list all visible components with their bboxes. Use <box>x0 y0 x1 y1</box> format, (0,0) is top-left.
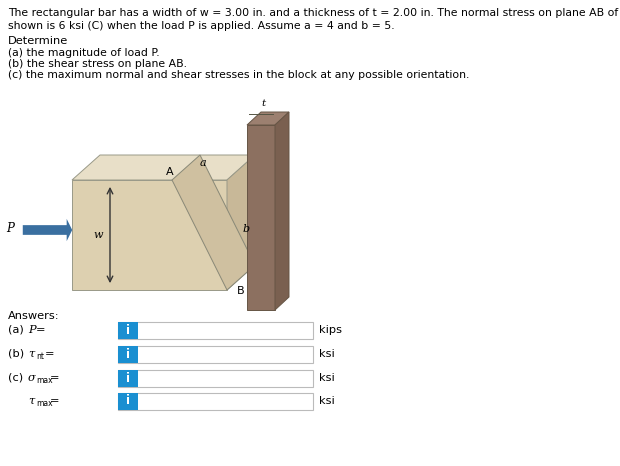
Text: A: A <box>166 167 174 177</box>
Text: P: P <box>28 325 35 335</box>
Text: (b): (b) <box>8 349 24 359</box>
Bar <box>118 345 313 363</box>
Polygon shape <box>247 125 275 310</box>
Polygon shape <box>227 155 255 290</box>
Text: =: = <box>45 349 55 359</box>
Text: kips: kips <box>319 325 342 335</box>
Text: Determine: Determine <box>8 36 68 46</box>
Text: w: w <box>94 230 103 240</box>
Text: (a) the magnitude of load P.: (a) the magnitude of load P. <box>8 48 159 58</box>
Text: i: i <box>126 323 130 336</box>
Text: ksi: ksi <box>319 373 335 383</box>
Text: (b) the shear stress on plane AB.: (b) the shear stress on plane AB. <box>8 59 187 69</box>
Bar <box>118 370 313 386</box>
Text: The rectangular bar has a width of w = 3.00 in. and a thickness of t = 2.00 in. : The rectangular bar has a width of w = 3… <box>8 8 620 18</box>
Text: i: i <box>126 371 130 384</box>
Polygon shape <box>275 112 289 310</box>
Bar <box>118 392 138 410</box>
Text: τ: τ <box>28 349 34 359</box>
Polygon shape <box>172 155 255 290</box>
Text: =: = <box>50 396 59 406</box>
Text: =: = <box>36 325 45 335</box>
Text: i: i <box>126 348 130 361</box>
Text: (a): (a) <box>8 325 24 335</box>
Text: max: max <box>36 376 53 385</box>
Bar <box>118 392 313 410</box>
Text: P: P <box>6 221 14 234</box>
Text: =: = <box>50 373 59 383</box>
Text: B: B <box>237 286 245 296</box>
Text: τ: τ <box>28 396 34 406</box>
Bar <box>118 370 138 386</box>
Bar <box>118 345 138 363</box>
Polygon shape <box>247 112 289 125</box>
Text: ksi: ksi <box>319 396 335 406</box>
Text: a: a <box>200 158 206 168</box>
Text: b: b <box>243 224 250 234</box>
Polygon shape <box>72 180 227 290</box>
Text: nt: nt <box>36 352 44 361</box>
Polygon shape <box>72 155 255 180</box>
Text: (c): (c) <box>8 373 23 383</box>
Text: shown is 6 ksi (C) when the load P is applied. Assume a = 4 and b = 5.: shown is 6 ksi (C) when the load P is ap… <box>8 21 394 31</box>
Text: (c) the maximum normal and shear stresses in the block at any possible orientati: (c) the maximum normal and shear stresse… <box>8 70 469 80</box>
Text: ksi: ksi <box>319 349 335 359</box>
Bar <box>118 322 313 338</box>
Text: Answers:: Answers: <box>8 311 60 321</box>
Text: max: max <box>36 399 53 408</box>
Text: t: t <box>261 99 265 108</box>
Text: σ: σ <box>28 373 36 383</box>
Bar <box>118 322 138 338</box>
Text: i: i <box>126 395 130 407</box>
